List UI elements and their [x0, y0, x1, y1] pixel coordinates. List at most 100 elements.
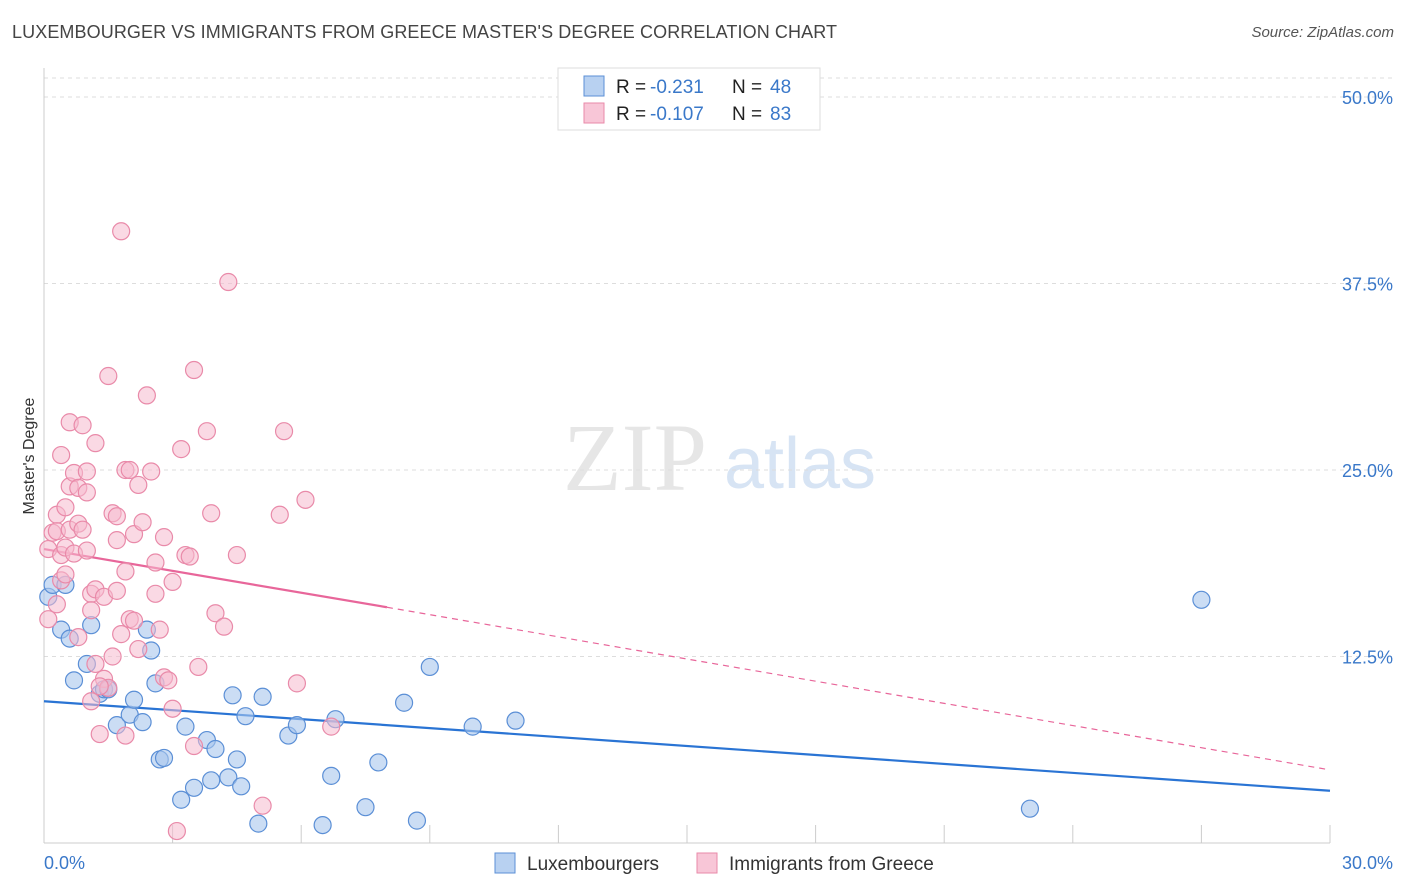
y-axis-label: Master's Degree — [21, 397, 38, 514]
data-point-luxembourgers — [356, 798, 375, 817]
legend-r-label-1: R = — [616, 77, 646, 98]
x-tick-label-min: 0.0% — [44, 853, 85, 873]
data-point-luxembourgers — [313, 815, 332, 835]
data-point-luxembourgers — [219, 768, 238, 787]
data-point-immigrants — [189, 657, 208, 677]
data-point-luxembourgers — [154, 748, 174, 768]
data-point-luxembourgers — [172, 790, 191, 809]
chart-title: LUXEMBOURGER VS IMMIGRANTS FROM GREECE M… — [12, 22, 838, 42]
data-point-immigrants — [270, 505, 289, 524]
data-point-immigrants — [77, 483, 96, 502]
data-point-immigrants — [73, 416, 92, 435]
data-point-luxembourgers — [369, 753, 388, 772]
data-point-immigrants — [142, 462, 161, 481]
data-point-immigrants — [90, 677, 109, 696]
data-point-immigrants — [90, 724, 109, 744]
data-point-luxembourgers — [253, 687, 272, 706]
legend-r-value-2: -0.107 — [650, 104, 704, 125]
bottom-legend-swatch-pink — [696, 852, 718, 874]
bottom-legend-label-luxembourgers: Luxembourgers — [527, 854, 659, 875]
data-point-immigrants — [77, 462, 96, 481]
data-point-luxembourgers — [1192, 590, 1211, 609]
data-point-luxembourgers — [176, 717, 195, 736]
data-point-immigrants — [73, 520, 92, 539]
data-point-immigrants — [129, 639, 148, 659]
data-point-luxembourgers — [463, 717, 482, 736]
legend-r-label-2: R = — [616, 104, 646, 125]
data-point-immigrants — [56, 565, 75, 584]
trend-line-immigrants-solid — [43, 547, 388, 609]
data-point-immigrants — [197, 422, 216, 441]
axes — [43, 68, 1331, 844]
data-point-immigrants — [180, 547, 199, 566]
data-point-luxembourgers — [287, 716, 307, 735]
data-point-immigrants — [86, 434, 105, 453]
grid — [44, 77, 1395, 657]
data-point-luxembourgers — [236, 707, 255, 726]
y-tick-label: 50.0% — [1342, 88, 1393, 108]
y-tick-label: 12.5% — [1342, 648, 1393, 668]
data-point-luxembourgers — [407, 811, 427, 830]
data-point-immigrants — [107, 531, 126, 550]
data-point-immigrants — [202, 504, 221, 523]
legend-n-value-2: 83 — [770, 104, 791, 125]
legend-n-label-2: N = — [732, 104, 762, 125]
data-point-immigrants — [159, 671, 178, 690]
data-point-immigrants — [253, 796, 272, 815]
data-point-immigrants — [287, 674, 307, 693]
data-point-immigrants — [120, 460, 139, 480]
data-point-immigrants — [99, 366, 118, 386]
data-point-immigrants — [107, 507, 126, 526]
data-point-immigrants — [137, 386, 156, 405]
series-immigrants-from-greece — [39, 222, 341, 841]
data-point-immigrants — [146, 584, 165, 603]
data-point-immigrants — [274, 422, 294, 441]
y-tick-label: 37.5% — [1342, 275, 1393, 295]
trend-line-immigrants-dashed — [386, 606, 1331, 771]
data-point-luxembourgers — [133, 713, 152, 732]
tick-labels: 12.5% 25.0% 37.5% 50.0% 0.0% 30.0% — [44, 88, 1393, 873]
data-point-immigrants — [150, 620, 169, 639]
data-point-immigrants — [322, 717, 341, 736]
data-point-luxembourgers — [232, 777, 251, 796]
data-point-immigrants — [214, 617, 234, 636]
data-point-luxembourgers — [1020, 799, 1040, 818]
data-point-luxembourgers — [184, 778, 204, 797]
data-point-luxembourgers — [206, 739, 225, 759]
data-point-immigrants — [103, 647, 122, 666]
data-point-immigrants — [82, 692, 101, 711]
data-point-immigrants — [112, 222, 131, 241]
data-point-immigrants — [116, 726, 135, 745]
data-point-luxembourgers — [124, 690, 144, 709]
data-point-immigrants — [86, 654, 105, 674]
bottom-legend-label-immigrants: Immigrants from Greece — [729, 854, 934, 875]
x-tick-label-max: 30.0% — [1342, 853, 1393, 873]
data-point-immigrants — [296, 490, 315, 509]
data-point-immigrants — [227, 545, 246, 565]
data-point-immigrants — [77, 541, 96, 560]
data-point-luxembourgers — [202, 771, 221, 790]
series-legend: Luxembourgers Immigrants from Greece — [494, 852, 934, 875]
data-point-immigrants — [39, 610, 58, 629]
source-label: Source: ZipAtlas.com — [1251, 24, 1394, 41]
legend-swatch-pink — [583, 102, 605, 124]
data-point-immigrants — [107, 581, 126, 600]
trend-lines — [43, 547, 1331, 792]
data-point-immigrants — [69, 628, 88, 647]
data-point-immigrants — [52, 445, 71, 465]
data-point-immigrants — [56, 498, 75, 517]
trend-line-luxembourgers — [43, 700, 1331, 792]
data-point-immigrants — [219, 272, 238, 292]
data-point-luxembourgers — [227, 750, 246, 769]
data-point-immigrants — [172, 440, 191, 459]
data-point-immigrants — [167, 821, 186, 841]
data-point-immigrants — [184, 360, 204, 380]
data-point-immigrants — [133, 513, 152, 532]
data-point-immigrants — [124, 611, 144, 630]
watermark-atlas: atlas — [724, 424, 876, 504]
legend-n-label-1: N = — [732, 77, 762, 98]
legend-n-value-1: 48 — [770, 77, 791, 98]
legend-r-value-1: -0.231 — [650, 77, 704, 98]
data-point-luxembourgers — [506, 711, 525, 730]
